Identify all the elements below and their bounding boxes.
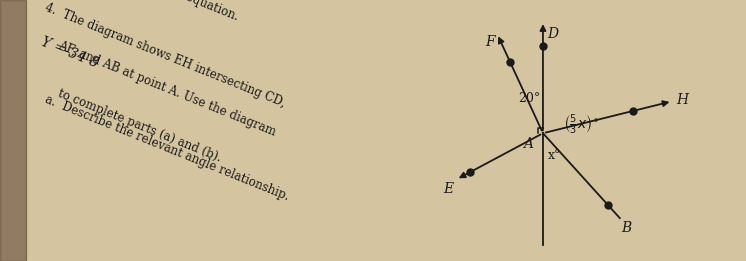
Text: 20°: 20° [518,92,541,105]
Text: x°: x° [548,149,562,162]
Text: a.  Describe the relevant angle relationship.: a. Describe the relevant angle relations… [43,93,291,204]
Text: $\left(\frac{5}{3}x\right)^{\circ}$: $\left(\frac{5}{3}x\right)^{\circ}$ [563,113,599,137]
Text: A: A [524,138,533,151]
Text: 4.  The diagram shows EH intersecting CD,: 4. The diagram shows EH intersecting CD, [43,1,287,110]
Text: B: B [621,221,631,235]
Text: to complete parts (a) and (b).: to complete parts (a) and (b). [56,87,224,164]
Text: E: E [443,182,454,196]
Text: D: D [548,27,558,41]
Text: F: F [486,35,495,50]
Text: Y = 34 8: Y = 34 8 [39,35,100,70]
Text: b.  Check your solution to the equation.: b. Check your solution to the equation. [17,0,241,23]
Bar [0,0,26,261]
Text: AF, and AB at point A. Use the diagram: AF, and AB at point A. Use the diagram [56,39,278,138]
Text: H: H [677,93,689,107]
